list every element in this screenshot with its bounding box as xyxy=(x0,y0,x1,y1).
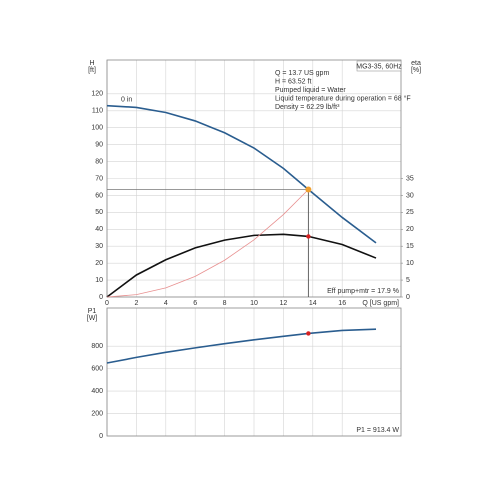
y2-tick-label: 20 xyxy=(406,226,414,233)
x-tick-label: 2 xyxy=(134,300,138,307)
y2-tick-label: 10 xyxy=(406,260,414,267)
y-tick-label: 80 xyxy=(95,158,103,165)
x-tick-label: 14 xyxy=(309,300,317,307)
series-line xyxy=(106,104,377,244)
y-tick-label: 20 xyxy=(95,260,103,267)
y-tick-label: 800 xyxy=(91,343,103,350)
x-tick-label: 0 xyxy=(105,300,109,307)
annotation: Eff pump+mtr = 17.9 % xyxy=(327,288,399,295)
y2-tick-label: 30 xyxy=(406,192,414,199)
info-line: H = 63.52 ft xyxy=(275,78,311,85)
y-tick-label: 90 xyxy=(95,141,103,148)
y-tick-label: 200 xyxy=(91,410,103,417)
x-tick-label: 4 xyxy=(164,300,168,307)
y-tick-label: 30 xyxy=(95,243,103,250)
y-tick-label: 60 xyxy=(95,192,103,199)
series-line xyxy=(106,189,309,298)
info-line: Q = 13.7 US gpm xyxy=(275,70,329,77)
model-box xyxy=(356,60,402,72)
series-line xyxy=(106,233,377,298)
y-tick-label: 0 xyxy=(99,294,103,301)
x-tick-label: 16 xyxy=(338,300,346,307)
efficiency-point xyxy=(306,234,311,239)
series-line xyxy=(106,328,377,364)
y2-tick-label: 5 xyxy=(406,277,410,284)
y-axis-label: H xyxy=(89,60,94,67)
y-tick-label: 600 xyxy=(91,365,103,372)
y2-axis-unit: [%] xyxy=(411,67,421,74)
info-line: Pumped liquid = Water xyxy=(275,87,346,94)
y-tick-label: 50 xyxy=(95,209,103,216)
y2-tick-label: 0 xyxy=(406,294,410,301)
y2-tick-label: 25 xyxy=(406,209,414,216)
operating-point xyxy=(305,186,312,193)
y2-axis-label: eta xyxy=(411,60,421,67)
y-axis-unit: [W] xyxy=(87,315,98,322)
series-label: 0 in xyxy=(121,97,132,104)
y-axis-unit: [ft] xyxy=(88,67,96,74)
annotation: P1 = 913.4 W xyxy=(356,427,399,434)
y-tick-label: 400 xyxy=(91,388,103,395)
x-tick-label: 12 xyxy=(280,300,288,307)
x-axis-label: Q [US gpm] xyxy=(362,300,399,307)
plot-frame xyxy=(106,59,402,298)
x-tick-label: 8 xyxy=(223,300,227,307)
y-axis-label: P1 xyxy=(88,308,97,315)
info-line: Liquid temperature during operation = 68… xyxy=(275,94,411,102)
y-tick-label: 120 xyxy=(91,91,103,98)
y-tick-label: 0 xyxy=(99,433,103,440)
info-line: Density = 62.29 lb/ft³ xyxy=(275,104,340,111)
y-tick-label: 110 xyxy=(92,108,103,115)
plot-frame xyxy=(106,307,402,437)
y2-tick-label: 35 xyxy=(406,175,414,182)
x-tick-label: 6 xyxy=(193,300,197,307)
y2-tick-label: 15 xyxy=(406,243,414,250)
y-tick-label: 40 xyxy=(95,226,103,233)
model-label: MG3-35, 60Hz xyxy=(356,63,402,70)
y-tick-label: 100 xyxy=(91,125,103,132)
operating-point xyxy=(306,331,311,336)
y-tick-label: 10 xyxy=(95,277,103,284)
y-tick-label: 70 xyxy=(95,175,103,182)
x-tick-label: 10 xyxy=(250,300,258,307)
